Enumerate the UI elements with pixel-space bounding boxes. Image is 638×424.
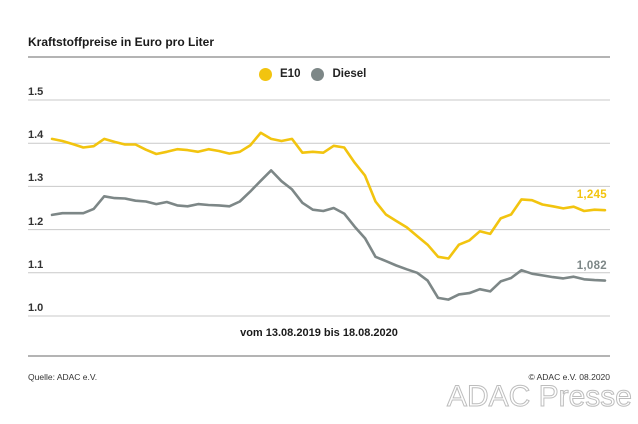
chart-title: Kraftstoffpreise in Euro pro Liter (28, 35, 215, 49)
y-tick-label: 1.2 (28, 215, 44, 228)
legend-item-e10: E10 (259, 67, 300, 81)
watermark: ADAC Presse (446, 380, 632, 414)
data-label-diesel: 1,082 (576, 259, 607, 272)
legend-label-diesel: Diesel (332, 68, 367, 80)
data-label-e10: 1,245 (576, 189, 607, 202)
y-tick-label: 1.3 (28, 172, 44, 185)
series-line-diesel (50, 169, 607, 301)
gridlines (28, 99, 610, 317)
legend-item-diesel: Diesel (311, 67, 366, 81)
series-line-e10 (50, 131, 607, 260)
legend-label-e10: E10 (280, 68, 301, 80)
x-axis-caption: vom 13.08.2019 bis 18.08.2020 (240, 327, 398, 339)
copyright-note: © ADAC e.V. 08.2020 (528, 372, 610, 382)
y-tick-label: 1.5 (28, 86, 44, 98)
y-tick-label: 1.0 (28, 302, 44, 314)
legend-swatch-diesel (311, 67, 325, 81)
legend-swatch-e10 (259, 67, 272, 81)
y-tick-label: 1.4 (28, 129, 44, 142)
legend: E10 Diesel (259, 67, 377, 81)
source-note: Quelle: ADAC e.V. (28, 372, 98, 382)
y-tick-label: 1.1 (28, 258, 44, 271)
series-lines (50, 131, 607, 301)
